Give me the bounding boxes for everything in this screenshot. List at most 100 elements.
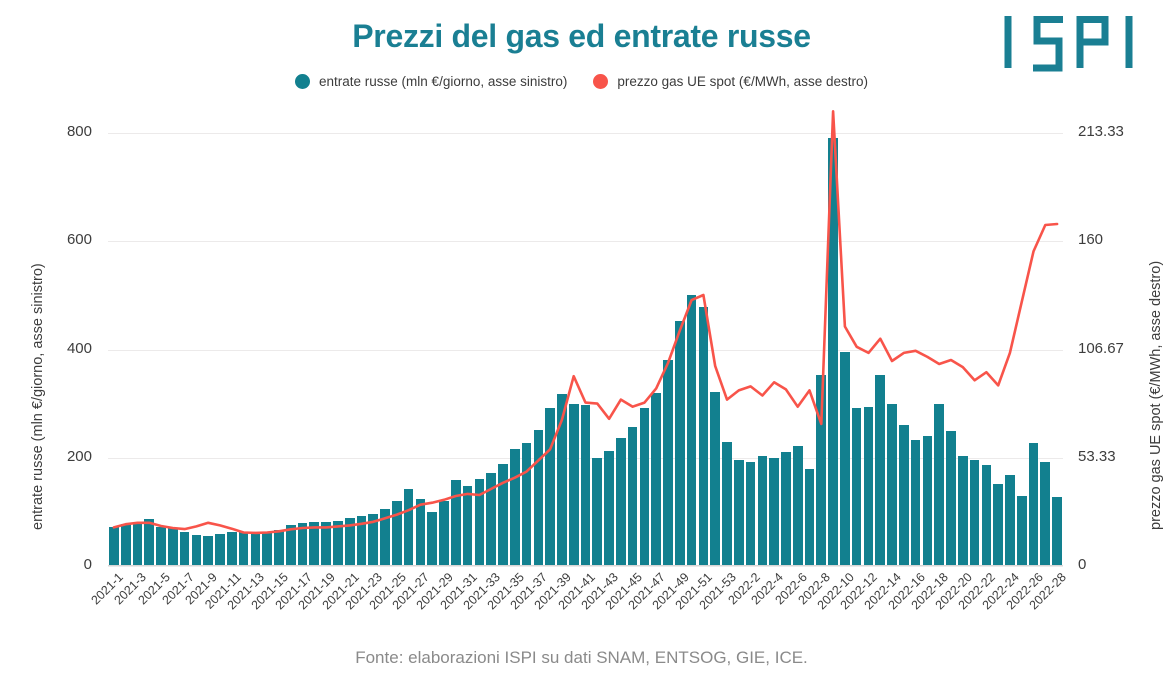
page-title: Prezzi del gas ed entrate russe [352,18,811,54]
bar [462,485,473,566]
bar [922,436,933,566]
bar [804,468,815,566]
bar [250,532,261,566]
bar [486,472,496,566]
bar [297,522,308,566]
bar [238,532,249,566]
bar [792,445,803,566]
bar [474,479,485,566]
bar [910,440,921,566]
bar [981,465,992,566]
x-axis-ticks: 2021-1 2021-3 2021-5 2021-7 2021-9 2021-11 202… [88,570,1069,640]
legend-item-prezzo: prezzo gas UE spot (€/MWh, asse destro) [593,74,868,89]
bar [898,425,909,566]
bar [144,519,155,566]
bar [321,521,331,566]
source-note: Fonte: elaborazioni ISPI su dati SNAM, E… [355,648,808,667]
bar [285,524,296,566]
bar [533,429,544,566]
line-series [112,109,1059,535]
y-tick-right: 0 [1078,556,1087,573]
bar [403,489,414,566]
bar [333,520,343,566]
gridline [108,133,1063,134]
bar [568,403,579,566]
bar [651,392,662,566]
legend-item-entrate: entrate russe (mln €/giorno, asse sinist… [295,74,567,89]
bar [1040,462,1051,566]
ispi-logo [1001,12,1141,72]
bar [639,407,650,566]
bar [745,462,756,566]
bar [957,455,968,566]
bar [356,516,367,566]
bar [498,464,508,566]
bar [380,508,390,566]
bar [557,393,567,566]
bar [509,449,520,566]
bar [179,532,190,566]
bar [969,459,980,566]
y-tick-right: 160 [1078,231,1104,249]
bar [887,403,897,566]
bar [816,375,827,566]
bar [840,351,850,566]
y-axis-right-title: prezzo gas UE spot (€/MWh, asse destro) [1148,260,1163,530]
bar [663,360,673,566]
y-axis-left-title: entrate russe (mln €/giorno, asse sinist… [30,263,46,530]
bar [545,407,555,566]
bar [580,404,591,566]
bar [109,527,119,566]
bar [427,511,438,566]
bar [191,534,202,566]
bar [863,406,874,566]
bar [710,391,720,566]
y-tick-left: 600 [66,231,92,249]
bar [1052,496,1062,566]
bar [875,375,886,566]
bar [415,498,426,566]
bar [828,138,838,566]
bar [686,295,697,566]
bar [215,533,225,566]
bar [993,483,1003,566]
bar [274,530,284,566]
bar [757,455,768,566]
bar [592,457,603,566]
y-tick-left: 800 [66,123,92,140]
circle-dot-icon [593,74,609,89]
y-tick-left: 400 [66,339,92,357]
gridline [108,566,1063,567]
bar [439,501,449,566]
y-tick-left: 200 [66,447,92,465]
y-tick-right: 213.33 [1078,123,1124,140]
bar [309,521,320,566]
bar [698,307,709,566]
legend-label-prezzo: prezzo gas UE spot (€/MWh, asse destro) [617,74,868,89]
bar [946,430,956,566]
bar [262,531,272,566]
gridline [108,349,1063,351]
bar [851,407,862,566]
bar [616,438,626,566]
legend: entrate russe (mln €/giorno, asse sinist… [0,74,1163,89]
bar [733,459,744,566]
bar [674,321,685,566]
bar [156,527,166,566]
bar [627,427,638,566]
bar [120,523,131,566]
circle-dot-icon [295,74,311,89]
bar [604,451,614,566]
bar [132,522,143,566]
bar [1016,495,1027,566]
bar [722,441,732,566]
y-tick-right: 106.67 [1078,339,1124,357]
bar [392,501,402,566]
bar [934,403,945,566]
bar [1005,475,1015,566]
bar [521,442,532,566]
y-tick-right: 53.33 [1078,447,1116,465]
bar [168,528,178,566]
gridline [108,241,1063,243]
